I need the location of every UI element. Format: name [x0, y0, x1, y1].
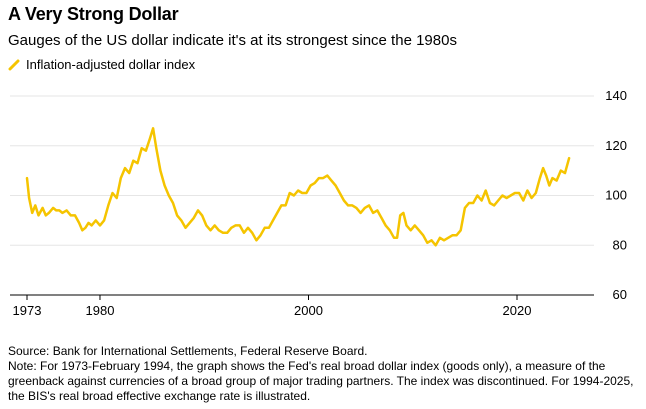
x-tick-label-1980: 1980	[86, 303, 115, 318]
chart-legend: Inflation-adjusted dollar index	[8, 57, 195, 72]
source-note: Source: Bank for International Settlemen…	[8, 344, 368, 358]
legend-line-swatch	[8, 59, 20, 71]
page-subtitle: Gauges of the US dollar indicate it's at…	[8, 32, 457, 49]
methodology-note: Note: For 1973-February 1994, the graph …	[8, 359, 634, 403]
y-tick-label-120: 120	[605, 138, 627, 153]
x-tick-label-2020: 2020	[503, 303, 532, 318]
y-tick-label-80: 80	[613, 237, 627, 252]
chart-footer: Source: Bank for International Settlemen…	[8, 344, 638, 404]
series-line-0	[25, 127, 571, 247]
legend-label: Inflation-adjusted dollar index	[26, 57, 196, 72]
y-tick-label-60: 60	[613, 287, 627, 302]
y-tick-label-140: 140	[605, 88, 627, 103]
y-tick-label-100: 100	[605, 188, 627, 203]
page-title: A Very Strong Dollar	[8, 4, 179, 24]
line-chart: 60 80 100 120 140 1973 1980 2000 2020	[10, 88, 627, 318]
x-tick-label-2000: 2000	[294, 303, 323, 318]
x-tick-label-1973: 1973	[13, 303, 42, 318]
